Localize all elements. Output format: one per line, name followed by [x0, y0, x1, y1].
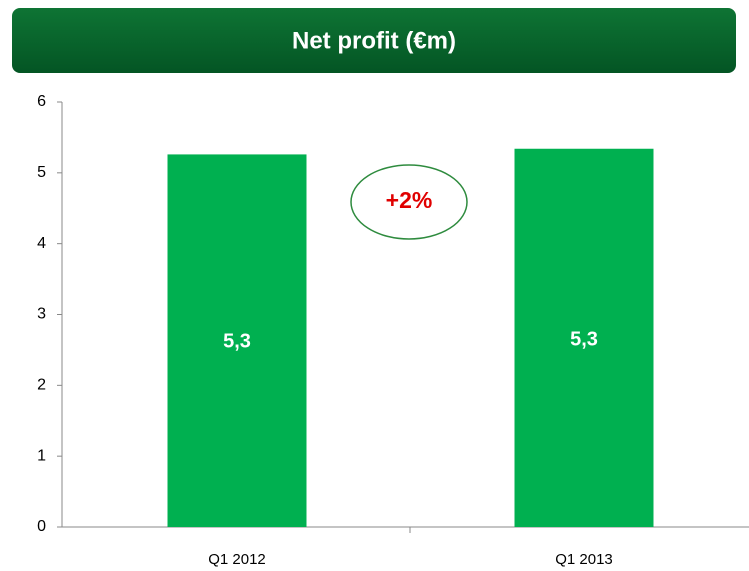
y-tick-label: 0 — [37, 518, 46, 535]
y-tick-label: 4 — [37, 235, 46, 252]
title-banner — [12, 8, 736, 73]
annotation-ellipse — [350, 164, 468, 240]
y-tick-label: 1 — [37, 447, 46, 464]
y-tick-label: 5 — [37, 164, 46, 181]
x-tick-label: Q1 2012 — [208, 551, 266, 568]
bar — [514, 148, 654, 527]
y-tick-label: 2 — [37, 377, 46, 394]
chart-title: Net profit (€m) — [292, 27, 456, 54]
value-label: 5,3 — [223, 330, 251, 352]
value-label: 5,3 — [570, 328, 598, 350]
x-tick-label: Q1 2013 — [555, 551, 613, 568]
y-tick-label: 3 — [37, 306, 46, 323]
annotation: +2% — [386, 187, 433, 213]
y-tick-label: 6 — [37, 93, 46, 110]
bar — [167, 154, 307, 527]
